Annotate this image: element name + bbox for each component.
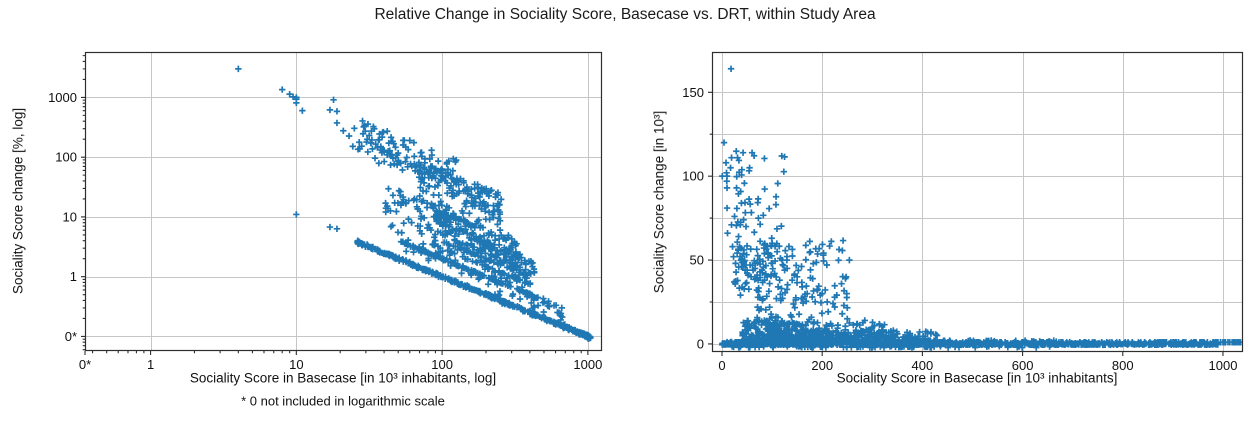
right-y-axis-label: Sociality Score change [in 10³] bbox=[651, 110, 667, 294]
left-x-axis-label: Sociality Score in Basecase [in 10³ inha… bbox=[189, 370, 497, 386]
left-plot-footnote: * 0 not included in logarithmic scale bbox=[241, 393, 445, 409]
right-x-axis-label: Sociality Score in Basecase [in 10³ inha… bbox=[836, 370, 1118, 386]
figure-title: Relative Change in Sociality Score, Base… bbox=[374, 6, 876, 23]
left-y-axis-label: Sociality Score change [%, log] bbox=[10, 107, 26, 295]
